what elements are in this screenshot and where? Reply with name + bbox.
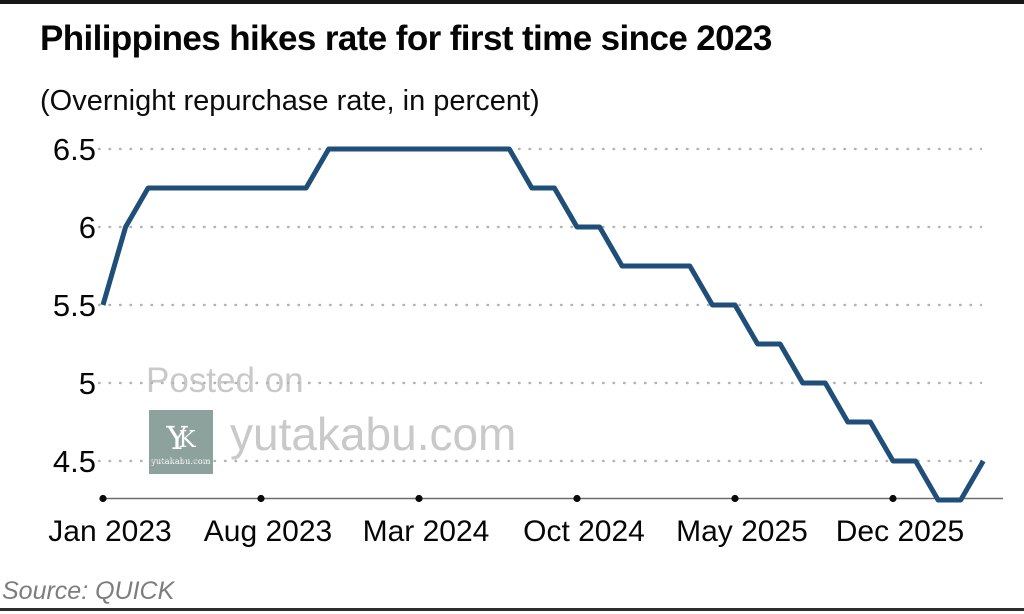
page-title: Philippines hikes rate for first time si…: [40, 19, 772, 58]
chart-subtitle: (Overnight repurchase rate, in percent): [40, 85, 540, 117]
logo-caption: yutakabu.com: [151, 457, 211, 466]
y-axis-tick-label: 5: [79, 366, 96, 401]
logo-letter-y: Y: [166, 419, 188, 457]
source-note: Source: QUICK: [2, 577, 175, 605]
logo-letter-k: K: [178, 427, 196, 453]
x-axis-tick-label: Aug 2023: [204, 515, 332, 548]
x-axis-tick-label: May 2025: [676, 515, 808, 548]
x-axis-tick-label: Mar 2024: [363, 515, 490, 548]
rate-line-series: [100, 146, 986, 503]
y-axis-tick-label: 4.5: [53, 444, 96, 479]
x-axis-tick-dot: [573, 494, 581, 503]
x-axis-tick-dot: [889, 494, 897, 503]
x-axis-tick-dot: [731, 494, 739, 503]
top-border: [0, 0, 1024, 4]
watermark-posted-on: Posted on: [146, 361, 304, 400]
x-axis-tick-dot: [99, 494, 107, 503]
y-axis-tick-label: 6.5: [53, 132, 96, 167]
x-axis-tick-dot: [257, 494, 265, 503]
x-axis-tick-dot: [415, 494, 423, 503]
logo-monogram-icon: Y K: [166, 422, 195, 454]
yutakabu-logo: Y K yutakabu.com: [149, 410, 213, 474]
y-axis-tick-label: 6: [79, 210, 96, 245]
watermark-site-text: yutakabu.com: [230, 408, 517, 460]
bottom-border: [0, 608, 1024, 611]
x-axis-tick-label: Oct 2024: [523, 515, 645, 548]
x-axis-tick-label: Jan 2023: [48, 515, 171, 548]
x-axis-tick-label: Dec 2025: [836, 515, 964, 548]
y-axis-tick-label: 5.5: [53, 288, 96, 323]
